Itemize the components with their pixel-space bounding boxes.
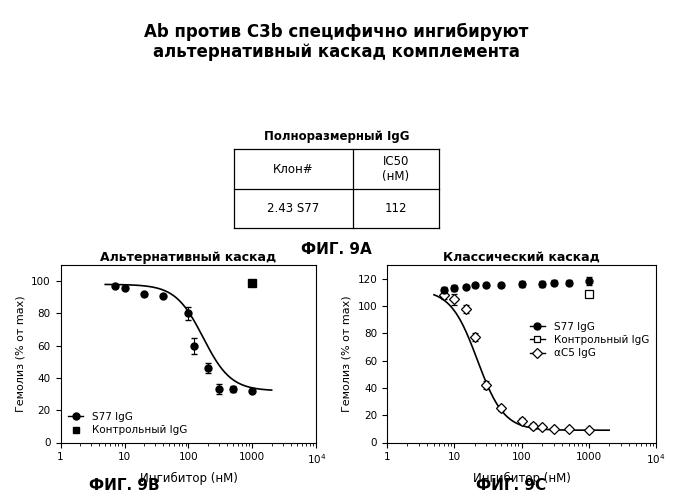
- Title: Классический каскад: Классический каскад: [443, 251, 600, 264]
- Legend: S77 IgG, Контрольный IgG, αC5 IgG: S77 IgG, Контрольный IgG, αC5 IgG: [528, 320, 651, 360]
- Text: ФИГ. 9В: ФИГ. 9В: [90, 478, 160, 492]
- Text: Полноразмерный IgG: Полноразмерный IgG: [264, 130, 409, 143]
- Text: 112: 112: [385, 202, 407, 215]
- Text: IC50
(нМ): IC50 (нМ): [382, 155, 410, 183]
- Title: Альтернативный каскад: Альтернативный каскад: [100, 251, 277, 264]
- Text: ФИГ. 9С: ФИГ. 9С: [476, 478, 546, 492]
- Text: 2.43 S77: 2.43 S77: [267, 202, 319, 215]
- Legend: S77 IgG, Контрольный IgG: S77 IgG, Контрольный IgG: [66, 410, 189, 438]
- Text: ФИГ. 9А: ФИГ. 9А: [301, 242, 372, 258]
- X-axis label: Ингибитор (нМ): Ингибитор (нМ): [139, 472, 238, 484]
- Y-axis label: Гемолиз (% от max): Гемолиз (% от max): [342, 296, 352, 412]
- Text: Клон#: Клон#: [273, 162, 314, 175]
- Y-axis label: Гемолиз (% от max): Гемолиз (% от max): [15, 296, 26, 412]
- Text: Ab против C3b специфично ингибируют
альтернативный каскад комплемента: Ab против C3b специфично ингибируют альт…: [144, 22, 529, 62]
- X-axis label: Ингибитор (нМ): Ингибитор (нМ): [472, 472, 571, 484]
